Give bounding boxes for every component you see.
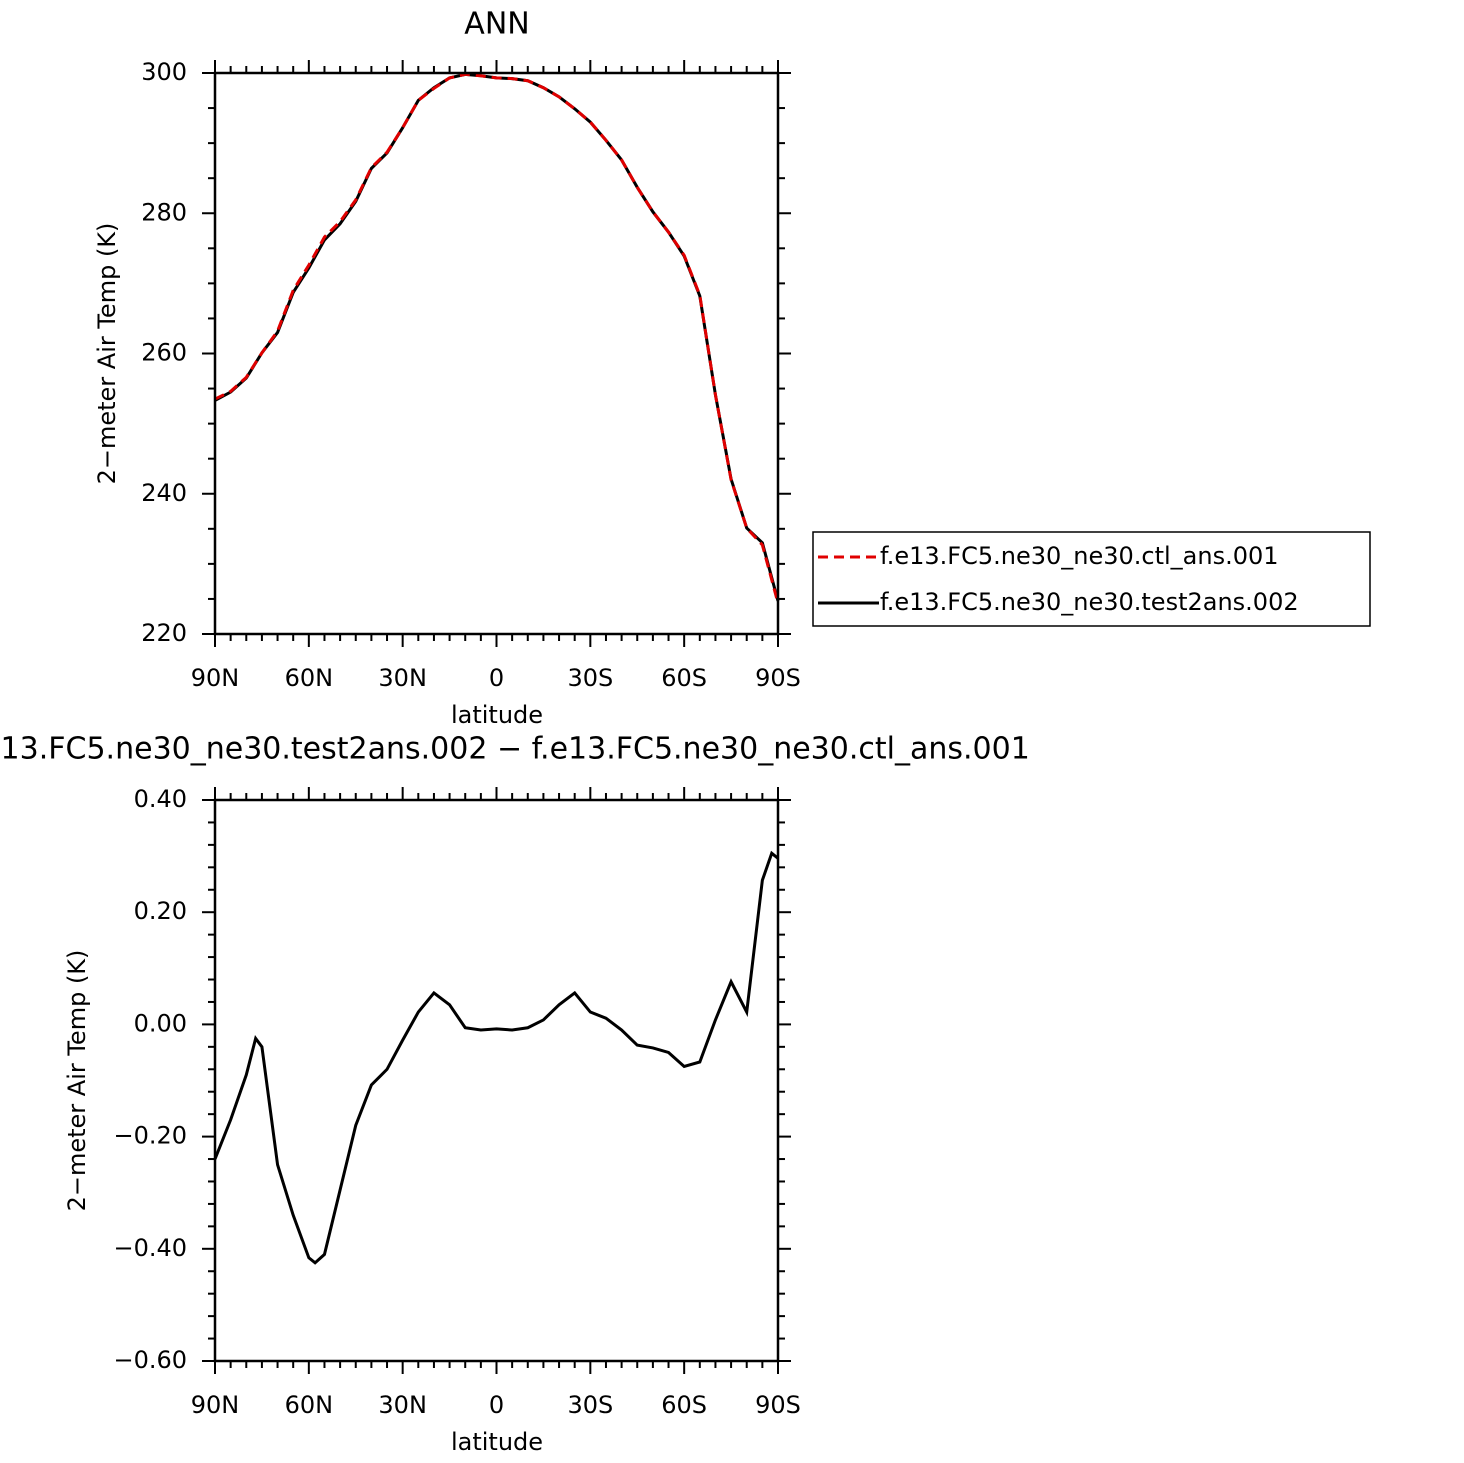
x-tick-label: 90N [191, 1391, 240, 1419]
y-axis-label: 2−meter Air Temp (K) [93, 223, 121, 485]
y-tick-label: 0.40 [134, 785, 187, 813]
x-tick-label: 60S [661, 664, 707, 692]
x-tick-label: 60S [661, 1391, 707, 1419]
x-axis-label: latitude [451, 701, 543, 729]
x-tick-label: 60N [285, 664, 334, 692]
y-tick-label: 300 [141, 58, 187, 86]
x-tick-label: 0 [489, 1391, 504, 1419]
data-line [213, 850, 779, 1265]
x-tick-label: 90S [755, 664, 801, 692]
x-tick-label: 0 [489, 664, 504, 692]
y-tick-label: −0.20 [113, 1122, 187, 1150]
x-tick-label: 90S [755, 1391, 801, 1419]
y-tick-label: −0.60 [113, 1346, 187, 1374]
y-tick-label: 0.00 [134, 1009, 187, 1037]
chart-title: ANN [464, 7, 529, 42]
plot-frame [213, 71, 780, 636]
x-axis-label: latitude [451, 1428, 543, 1456]
x-tick-label: 90N [191, 664, 240, 692]
x-tick-label: 30S [567, 1391, 613, 1419]
legend-box [812, 531, 1371, 627]
y-tick-label: 280 [141, 198, 187, 226]
y-tick-label: 220 [141, 619, 187, 647]
legend-label: f.e13.FC5.ne30_ne30.ctl_ans.001 [880, 542, 1279, 570]
y-tick-label: 260 [141, 339, 187, 367]
y-tick-label: 0.20 [134, 897, 187, 925]
chart-title: f.e13.FC5.ne30_ne30.test2ans.002 − f.e13… [0, 732, 1030, 767]
x-tick-label: 30N [378, 664, 427, 692]
data-line [214, 72, 780, 604]
x-tick-label: 30S [567, 664, 613, 692]
plot-frame [213, 798, 780, 1363]
y-tick-label: −0.40 [113, 1234, 187, 1262]
data-line [214, 72, 780, 602]
y-axis-label: 2−meter Air Temp (K) [63, 950, 91, 1212]
y-tick-label: 240 [141, 479, 187, 507]
legend-label: f.e13.FC5.ne30_ne30.test2ans.002 [880, 588, 1299, 616]
x-tick-label: 60N [285, 1391, 334, 1419]
x-tick-label: 30N [378, 1391, 427, 1419]
